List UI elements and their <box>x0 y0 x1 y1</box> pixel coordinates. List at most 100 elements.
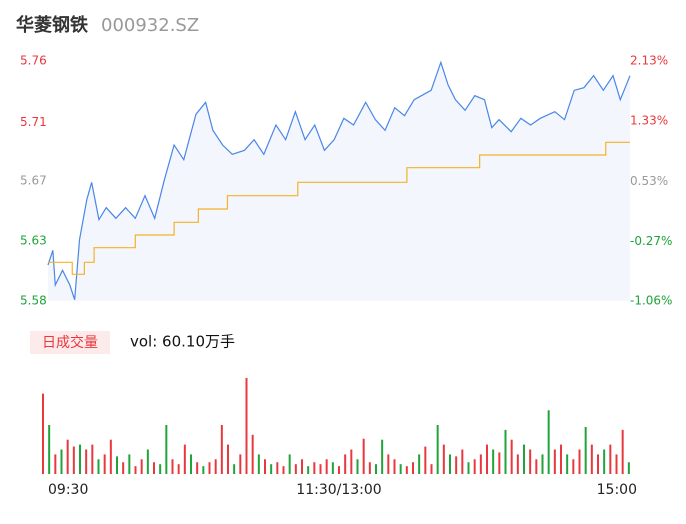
volume-bar <box>627 462 630 474</box>
volume-bar <box>541 454 544 474</box>
volume-bar <box>572 459 575 474</box>
volume-bar <box>405 466 408 474</box>
volume-bar <box>381 439 384 474</box>
y-tick-label: 5.76 <box>20 54 47 68</box>
volume-bar <box>171 459 174 474</box>
volume-bar <box>547 410 550 474</box>
volume-bar <box>288 454 291 474</box>
volume-bar <box>344 454 347 474</box>
volume-bar <box>214 459 217 474</box>
volume-bar <box>584 426 587 474</box>
volume-bar <box>307 466 310 474</box>
volume-bar <box>196 462 199 474</box>
volume-bar <box>362 438 365 474</box>
stock-code: 000932.SZ <box>101 15 199 36</box>
volume-bar <box>609 444 612 474</box>
volume-bar <box>455 456 458 474</box>
y-tick-label: 5.63 <box>20 234 47 248</box>
volume-bar <box>553 449 556 474</box>
volume-bar <box>412 462 414 474</box>
volume-bar <box>276 462 279 474</box>
volume-bar <box>301 459 303 474</box>
volume-bar <box>498 452 501 474</box>
volume-bar <box>621 429 624 474</box>
volume-bar <box>430 464 433 474</box>
volume-bar <box>227 444 229 474</box>
volume-bar <box>535 459 538 474</box>
volume-bar <box>239 454 242 474</box>
x-tick-label: 09:30 <box>48 482 88 498</box>
volume-bar <box>146 449 149 474</box>
volume-bar <box>523 444 525 474</box>
y2-tick-label: -0.27% <box>630 234 672 248</box>
volume-bar <box>122 462 125 474</box>
volume-bar <box>202 466 205 474</box>
volume-bar <box>208 462 211 474</box>
y2-tick-label: 1.33% <box>630 114 668 128</box>
volume-bar <box>116 456 118 474</box>
average-line <box>48 141 630 275</box>
y2-tick-label: -1.06% <box>630 294 672 308</box>
y-tick-label: 5.58 <box>20 294 47 308</box>
volume-bar <box>251 434 254 474</box>
y2-tick-label: 0.53% <box>630 174 668 188</box>
volume-bar <box>128 454 131 474</box>
volume-bar <box>375 464 377 474</box>
volume-bar <box>356 459 359 474</box>
volume-bar <box>436 425 439 474</box>
volume-bar <box>516 454 519 474</box>
volume-bar <box>72 446 75 474</box>
volume-bar <box>54 454 57 474</box>
volume-bar <box>590 444 593 474</box>
volume-bar <box>48 425 51 474</box>
volume-bar <box>245 377 248 474</box>
volume-bar <box>560 444 562 474</box>
volume-bar <box>257 454 260 474</box>
volume-bar <box>294 464 297 474</box>
volume-bar <box>504 429 507 474</box>
volume-bar <box>368 462 371 474</box>
stock-name: 华菱钢铁 <box>16 14 88 36</box>
price-area <box>48 62 630 302</box>
volume-bar <box>153 462 155 474</box>
volume-tag <box>30 331 110 354</box>
volume-bar <box>140 459 143 474</box>
volume-bar <box>461 449 464 474</box>
volume-bar <box>165 425 168 474</box>
volume-bar <box>220 425 223 474</box>
volume-bar <box>479 454 482 474</box>
volume-bar <box>510 439 513 474</box>
volume-bar <box>350 449 353 474</box>
volume-bar <box>578 449 581 474</box>
y-tick-label: 5.67 <box>20 174 47 188</box>
volume-bar <box>282 466 285 474</box>
volume-bar <box>424 446 427 474</box>
volume-bar <box>183 444 186 474</box>
volume-bar <box>597 454 599 474</box>
volume-bar <box>566 454 569 474</box>
volume-total: vol: 60.10万手 <box>130 333 235 351</box>
volume-bar <box>331 462 334 474</box>
volume-bar <box>492 449 495 474</box>
volume-bar <box>338 466 340 474</box>
volume-bar <box>91 444 94 474</box>
volume-bar <box>270 464 273 474</box>
volume-bar <box>313 462 316 474</box>
y2-tick-label: 2.13% <box>630 54 668 68</box>
volume-bar <box>134 466 137 474</box>
volume-bar <box>97 459 100 474</box>
volume-bar <box>442 444 445 474</box>
volume-bar <box>399 464 402 474</box>
volume-bar <box>319 464 322 474</box>
volume-bar <box>177 464 180 474</box>
volume-bar <box>449 454 451 474</box>
volume-bar <box>325 459 328 474</box>
volume-bar <box>615 454 618 474</box>
volume-bar <box>529 449 532 474</box>
volume-bar <box>264 459 266 474</box>
volume-bar <box>85 449 88 474</box>
volume-bar <box>387 454 390 474</box>
x-tick-label: 11:30/13:00 <box>296 482 381 498</box>
volume-bar <box>233 464 236 474</box>
